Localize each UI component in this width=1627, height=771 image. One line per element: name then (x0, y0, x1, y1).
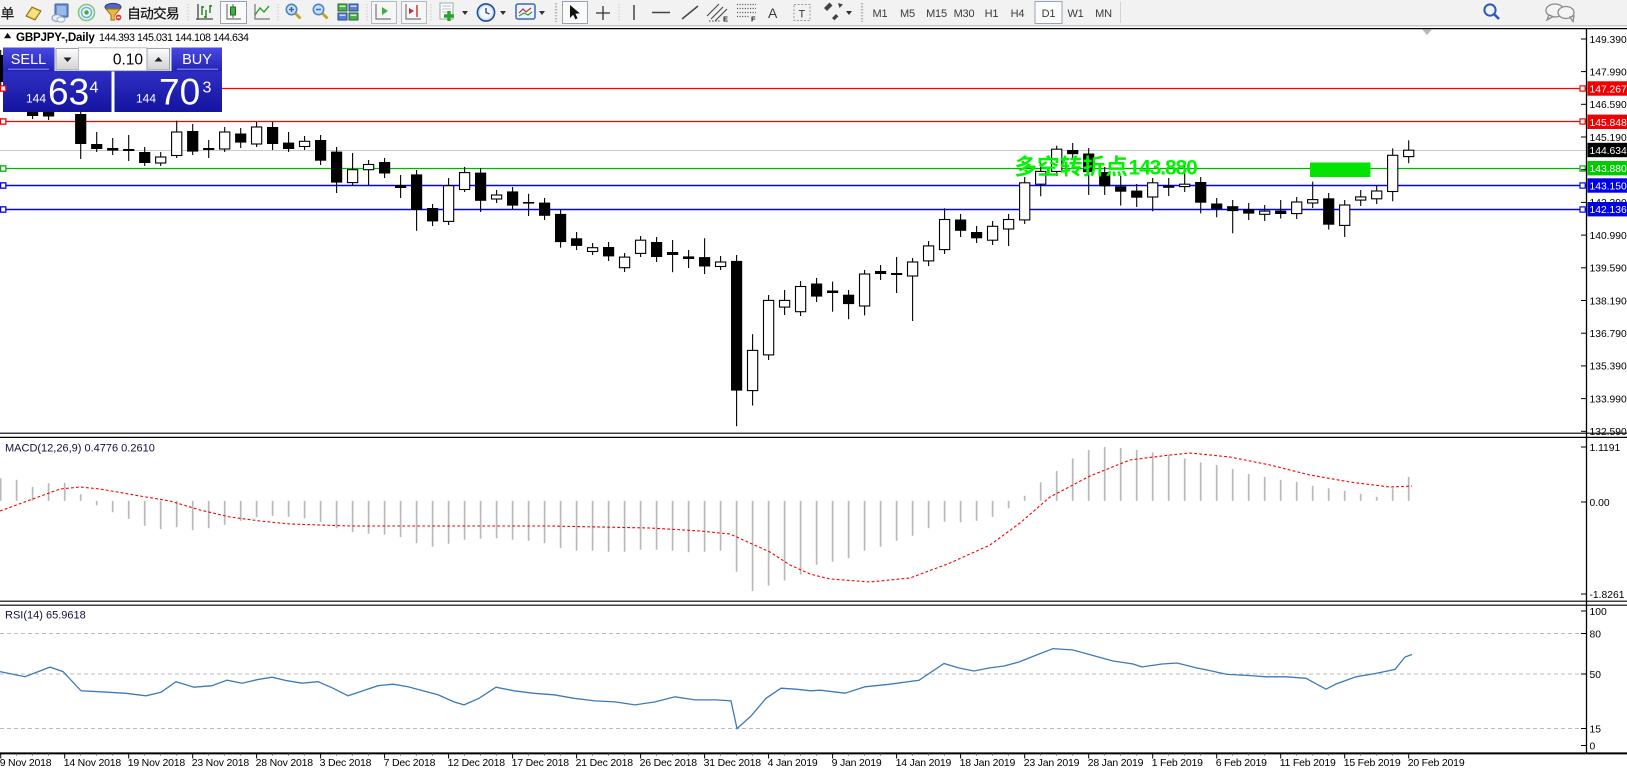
svg-text:H4: H4 (1011, 8, 1025, 20)
svg-text:MN: MN (1095, 8, 1112, 20)
svg-text:9 Jan 2019: 9 Jan 2019 (832, 757, 882, 769)
svg-text:6 Feb 2019: 6 Feb 2019 (1216, 757, 1267, 769)
svg-text:28 Nov 2018: 28 Nov 2018 (256, 757, 314, 769)
svg-text:147.267: 147.267 (1590, 85, 1627, 96)
svg-text:4: 4 (90, 80, 99, 97)
svg-text:M30: M30 (954, 8, 975, 20)
svg-text:MACD(12,26,9) 0.4776 0.2610: MACD(12,26,9) 0.4776 0.2610 (5, 443, 155, 455)
svg-text:17 Dec 2018: 17 Dec 2018 (512, 757, 570, 769)
svg-text:144.634: 144.634 (1590, 146, 1627, 157)
svg-text:50: 50 (1590, 670, 1602, 681)
svg-text:143.150: 143.150 (1590, 182, 1627, 193)
svg-text:136.790: 136.790 (1590, 329, 1627, 340)
svg-text:T: T (799, 9, 806, 21)
svg-text:18 Jan 2019: 18 Jan 2019 (960, 757, 1016, 769)
svg-text:143.880: 143.880 (1590, 164, 1627, 175)
svg-text:15: 15 (1590, 724, 1602, 735)
svg-text:1.1191: 1.1191 (1590, 443, 1621, 454)
svg-text:100: 100 (1590, 607, 1607, 618)
svg-text:70: 70 (159, 72, 200, 113)
svg-text:M5: M5 (900, 8, 915, 20)
svg-text:15 Feb 2019: 15 Feb 2019 (1344, 757, 1401, 769)
svg-text:GBPJPY-,Daily: GBPJPY-,Daily (16, 31, 95, 44)
svg-text:140.990: 140.990 (1590, 231, 1627, 242)
svg-text:26 Dec 2018: 26 Dec 2018 (640, 757, 698, 769)
svg-text:144: 144 (26, 92, 46, 106)
svg-text:135.390: 135.390 (1590, 362, 1627, 373)
svg-text:23 Jan 2019: 23 Jan 2019 (1024, 757, 1080, 769)
svg-text:11 Feb 2019: 11 Feb 2019 (1280, 757, 1336, 769)
svg-text:149.390: 149.390 (1590, 35, 1627, 46)
svg-text:146.590: 146.590 (1590, 100, 1627, 111)
svg-text:23 Nov 2018: 23 Nov 2018 (192, 757, 250, 769)
svg-text:80: 80 (1590, 629, 1602, 640)
svg-text:0: 0 (1590, 741, 1596, 752)
svg-text:63: 63 (48, 72, 89, 113)
svg-text:BUY: BUY (182, 52, 212, 68)
svg-text:138.190: 138.190 (1590, 296, 1627, 307)
svg-text:SELL: SELL (11, 52, 46, 68)
svg-text:W1: W1 (1067, 8, 1083, 20)
svg-text:7 Dec 2018: 7 Dec 2018 (384, 757, 436, 769)
svg-text:19 Nov 2018: 19 Nov 2018 (128, 757, 186, 769)
svg-text:28 Jan 2019: 28 Jan 2019 (1088, 757, 1144, 769)
svg-text:1 Feb 2019: 1 Feb 2019 (1152, 757, 1203, 769)
svg-text:A: A (768, 5, 778, 21)
svg-text:145.848: 145.848 (1590, 118, 1627, 129)
svg-text:0.00: 0.00 (1590, 498, 1610, 509)
svg-text:144: 144 (136, 92, 156, 106)
svg-text:14 Nov 2018: 14 Nov 2018 (64, 757, 122, 769)
svg-text:0.10: 0.10 (113, 52, 144, 69)
svg-text:145.190: 145.190 (1590, 133, 1627, 144)
svg-text:132.590: 132.590 (1590, 427, 1627, 438)
svg-text:D1: D1 (1042, 8, 1056, 20)
svg-text:M1: M1 (873, 8, 888, 20)
svg-text:143.880: 143.880 (1129, 157, 1198, 180)
svg-text:H1: H1 (985, 8, 999, 20)
svg-text:M15: M15 (926, 8, 947, 20)
svg-text:144.393 145.031 144.108 144.63: 144.393 145.031 144.108 144.634 (99, 32, 249, 44)
svg-text:14 Jan 2019: 14 Jan 2019 (896, 757, 952, 769)
svg-text:E: E (723, 15, 728, 24)
svg-text:21 Dec 2018: 21 Dec 2018 (576, 757, 634, 769)
svg-text:3 Dec 2018: 3 Dec 2018 (320, 757, 372, 769)
svg-text:31 Dec 2018: 31 Dec 2018 (704, 757, 762, 769)
svg-text:4 Jan 2019: 4 Jan 2019 (768, 757, 818, 769)
svg-text:RSI(14) 65.9618: RSI(14) 65.9618 (5, 610, 86, 622)
svg-text:20 Feb 2019: 20 Feb 2019 (1408, 757, 1465, 769)
svg-text:133.990: 133.990 (1590, 394, 1627, 405)
svg-text:139.590: 139.590 (1590, 264, 1627, 275)
svg-text:12 Dec 2018: 12 Dec 2018 (448, 757, 506, 769)
svg-text:142.136: 142.136 (1590, 205, 1627, 216)
svg-text:3: 3 (203, 80, 212, 97)
svg-text:9 Nov 2018: 9 Nov 2018 (0, 757, 52, 769)
svg-text:147.990: 147.990 (1590, 67, 1627, 78)
svg-text:-1.8261: -1.8261 (1590, 590, 1625, 601)
svg-text:F: F (751, 15, 756, 24)
